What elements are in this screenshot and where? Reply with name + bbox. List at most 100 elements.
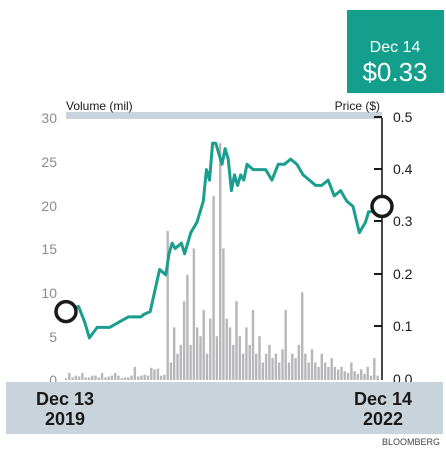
volume-bar (107, 376, 110, 380)
volume-bar (156, 368, 160, 380)
volume-bar (100, 373, 104, 380)
volume-bar (225, 318, 228, 380)
volume-bar (133, 366, 137, 380)
volume-bar (245, 327, 248, 380)
callout-price: $0.33 (362, 57, 427, 87)
date-band (6, 382, 443, 434)
volume-bar (74, 375, 77, 380)
volume-bar (278, 362, 281, 380)
volume-bar (120, 378, 123, 380)
volume-bar (215, 336, 219, 380)
left-axis-title: Volume (mil) (66, 99, 133, 113)
left-tick-label: 15 (41, 241, 57, 257)
volume-bar (228, 327, 232, 380)
volume-bar (241, 353, 245, 380)
left-tick-label: 25 (41, 154, 57, 170)
volume-bar (248, 344, 251, 380)
volume-bar (261, 362, 264, 380)
right-tick-label: 0.1 (393, 318, 413, 334)
volume-bar (143, 374, 146, 380)
price-callout-badge (347, 10, 444, 93)
callout-date: Dec 14 (370, 39, 421, 56)
volume-bar (173, 327, 176, 380)
volume-bar (117, 375, 120, 380)
volume-bar (94, 375, 97, 380)
volume-bar (212, 195, 215, 380)
volume-bar (333, 366, 337, 380)
volume-bar (87, 377, 91, 380)
volume-bar (356, 373, 360, 380)
volume-bar (373, 358, 376, 380)
left-tick-label: 10 (41, 285, 57, 301)
volume-bar (130, 375, 133, 380)
volume-bar (232, 344, 235, 380)
volume-bar (104, 377, 107, 380)
volume-bar (127, 377, 130, 380)
volume-bar (150, 367, 153, 380)
volume-bar (320, 353, 323, 380)
volume-bar (350, 362, 353, 380)
volume-bar (64, 378, 68, 380)
volume-bar (360, 369, 363, 380)
price-line (64, 141, 380, 340)
volume-bar (281, 349, 284, 380)
volume-bar (196, 327, 199, 380)
volume-bar (186, 274, 189, 380)
volume-bar (71, 377, 74, 380)
start-date-line1: Dec 13 (36, 389, 94, 409)
volume-bar (153, 369, 156, 380)
volume-bar (77, 376, 81, 380)
volume-bar (301, 292, 304, 380)
volume-bar (376, 375, 379, 380)
volume-bar (291, 353, 294, 380)
volume-bar (294, 358, 297, 380)
start-point-marker (54, 299, 78, 324)
volume-bar (327, 366, 330, 380)
volume-bar (176, 353, 179, 380)
volume-bar (330, 358, 333, 380)
left-tick-label: 30 (41, 110, 57, 126)
volume-bar (192, 248, 196, 380)
volume-bar (163, 374, 166, 380)
volume-bar (340, 366, 343, 380)
volume-bar (222, 248, 225, 380)
axis-title-band (66, 112, 382, 119)
volume-bar (258, 336, 261, 380)
left-tick-label: 20 (41, 198, 57, 214)
right-tick-label: 0.4 (393, 161, 413, 177)
end-point-marker (370, 194, 394, 219)
volume-bar (110, 375, 114, 380)
volume-bar (363, 373, 366, 380)
volume-bar (169, 362, 173, 380)
volume-bar (235, 301, 238, 380)
right-tick-label: 0.5 (393, 109, 413, 125)
volume-bar (199, 336, 202, 380)
volume-bar (238, 336, 241, 380)
volume-bar (189, 344, 192, 380)
volume-bar (166, 231, 169, 380)
volume-bar (284, 309, 287, 380)
volume-bar (123, 377, 127, 380)
volume-bar (304, 353, 307, 380)
volume-bar (271, 358, 274, 380)
volume-bar (343, 371, 346, 380)
volume-bar (366, 366, 369, 380)
volume-bar (209, 318, 212, 380)
volume-bar (68, 373, 71, 380)
volume-bar (314, 362, 317, 380)
volume-bar (91, 375, 94, 380)
volume-bar (287, 362, 291, 380)
volume-bar (251, 309, 255, 380)
volume-bar (369, 375, 373, 380)
volume-bar (179, 344, 182, 380)
volume-bar (159, 375, 163, 380)
volume-bar (353, 371, 356, 380)
volume-bar (337, 369, 340, 380)
volume-bars (64, 143, 379, 380)
volume-bar (346, 373, 350, 380)
volume-bar (202, 309, 205, 380)
volume-bar (114, 373, 117, 380)
volume-bar (146, 375, 150, 380)
start-date-line2: 2019 (45, 409, 85, 429)
